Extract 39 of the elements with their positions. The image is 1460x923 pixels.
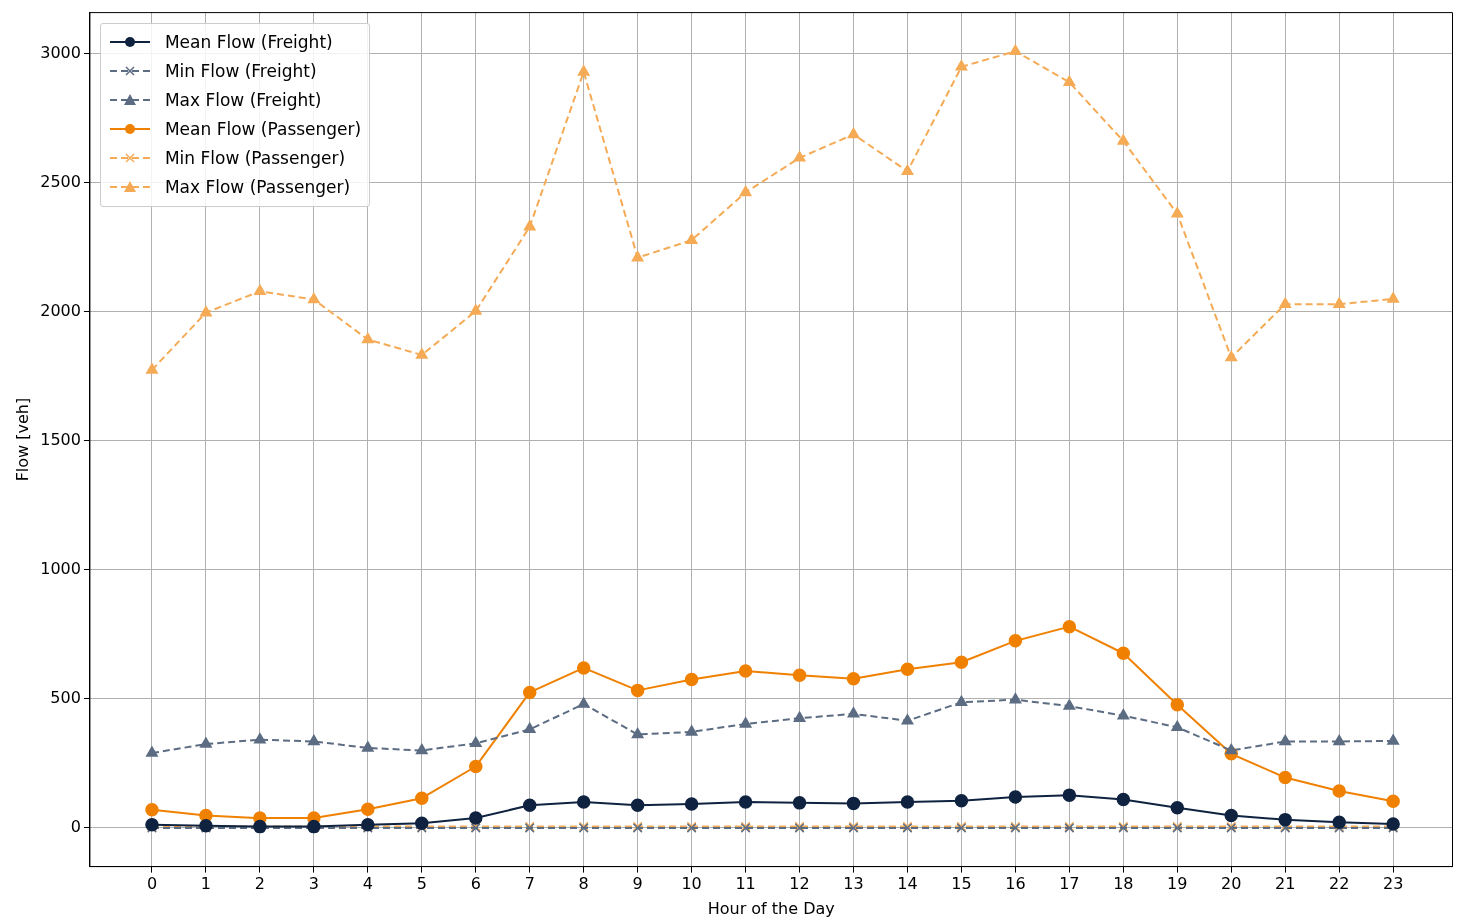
y-axis-title: Flow [veh] [12, 397, 32, 482]
y-tick-label: 3000 [40, 43, 81, 63]
x-tick-label: 22 [1329, 874, 1350, 894]
y-tick-label: 1000 [40, 559, 81, 579]
legend-label: Min Flow (Passenger) [164, 148, 346, 169]
x-tick-label: 0 [146, 874, 158, 894]
x-axis-title: Hour of the Day [707, 898, 835, 918]
x-tick-label: 9 [632, 874, 643, 894]
x-tick-label: 16 [1005, 874, 1026, 894]
y-tick-label: 2000 [40, 301, 81, 321]
x-tick-label: 20 [1221, 874, 1242, 894]
legend-label: Mean Flow (Freight) [164, 32, 333, 53]
x-tick-label: 4 [362, 874, 373, 894]
y-tick-label: 500 [50, 688, 81, 708]
x-tick-label: 21 [1275, 874, 1296, 894]
x-tick-label: 5 [416, 874, 427, 894]
x-tick-label: 10 [681, 874, 702, 894]
x-tick-label: 11 [735, 874, 756, 894]
y-tick-label: 2500 [40, 172, 81, 192]
x-tick-label: 1 [200, 874, 212, 894]
x-tick-label: 18 [1113, 874, 1134, 894]
legend-label: Max Flow (Passenger) [164, 177, 351, 198]
x-tick-label: 6 [470, 874, 481, 894]
x-tick-label: 15 [951, 874, 972, 894]
y-tick-label: 0 [70, 817, 81, 837]
x-tick-label: 13 [843, 874, 864, 894]
legend-label: Mean Flow (Passenger) [164, 119, 362, 140]
x-tick-label: 3 [308, 874, 319, 894]
x-tick-label: 17 [1059, 874, 1080, 894]
y-tick-label: 1500 [40, 430, 81, 450]
x-tick-label: 14 [897, 874, 918, 894]
x-tick-label: 12 [789, 874, 810, 894]
x-tick-label: 23 [1382, 874, 1404, 894]
x-tick-label: 19 [1167, 874, 1188, 894]
legend-label: Min Flow (Freight) [164, 61, 317, 82]
x-tick-label: 7 [524, 874, 535, 894]
legend-label: Max Flow (Freight) [164, 90, 322, 111]
x-tick-label: 2 [254, 874, 265, 894]
x-tick-label: 8 [578, 874, 589, 894]
